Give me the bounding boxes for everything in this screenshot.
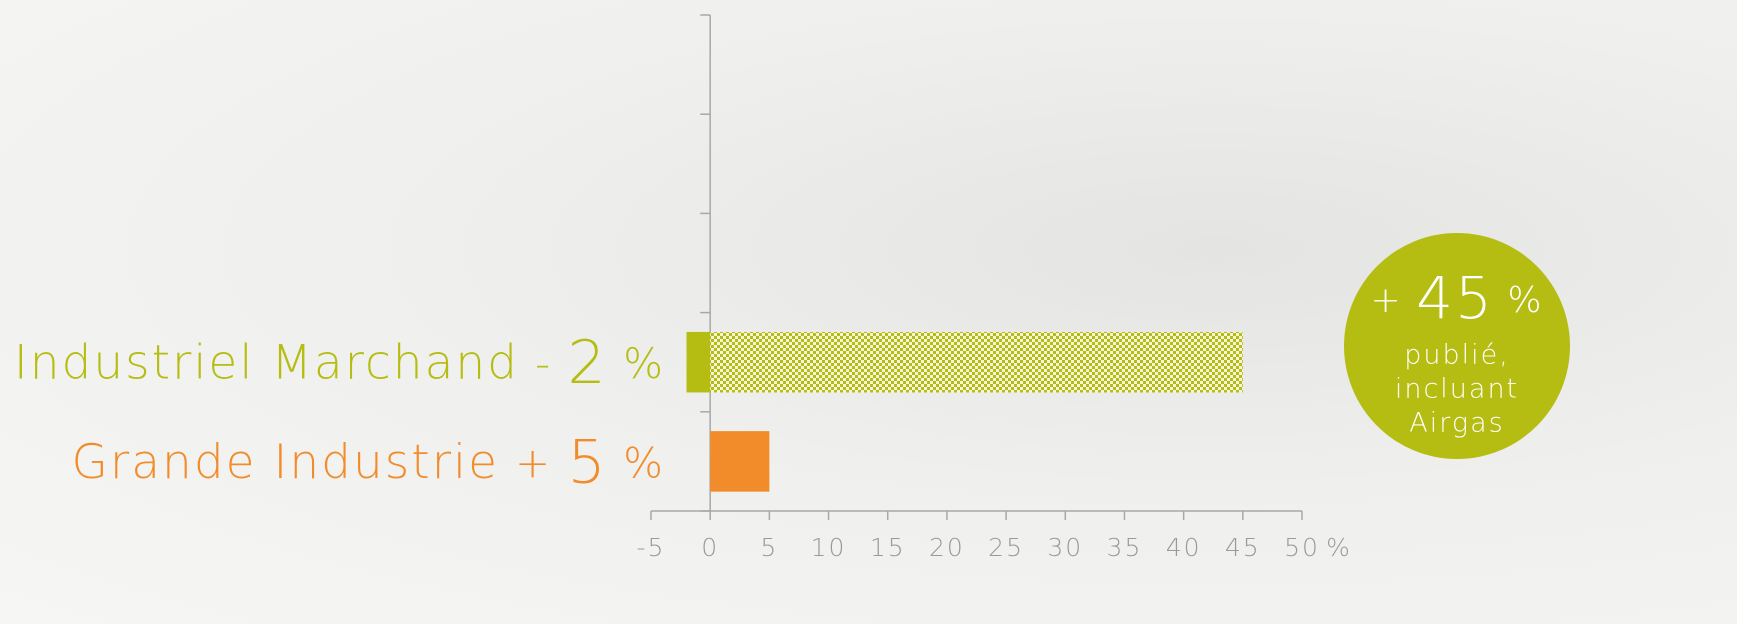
annotation-text: Airgas xyxy=(1409,408,1504,439)
bar xyxy=(686,331,711,393)
x-tick-label: 50 xyxy=(1284,533,1320,562)
annotation-text: publié, xyxy=(1404,340,1510,371)
annotation-circle xyxy=(1344,233,1570,459)
annotation-value: + 45 % xyxy=(1370,264,1543,332)
category-label: Grande Industrie xyxy=(71,435,499,490)
x-tick-label: 5 xyxy=(760,533,778,562)
category-label: Industriel Marchand xyxy=(14,336,519,391)
x-tick-label: 0 xyxy=(701,533,719,562)
bar xyxy=(710,431,770,492)
x-tick-label: 35 xyxy=(1107,533,1143,562)
x-tick-label: 25 xyxy=(988,533,1024,562)
value-label: - 2 % xyxy=(535,328,665,398)
x-tick-label: 40 xyxy=(1166,533,1202,562)
x-tick-label: -5 xyxy=(637,533,666,562)
x-tick-label: 20 xyxy=(929,533,965,562)
x-tick-label: 45 xyxy=(1225,533,1261,562)
x-tick-label: 10 xyxy=(811,533,847,562)
x-tick-label: 30 xyxy=(1047,533,1083,562)
bar xyxy=(710,331,1243,393)
annotation-text: incluant xyxy=(1395,374,1519,405)
x-axis-unit: % xyxy=(1326,533,1352,562)
value-label: + 5 % xyxy=(515,427,665,497)
x-tick-label: 15 xyxy=(870,533,906,562)
